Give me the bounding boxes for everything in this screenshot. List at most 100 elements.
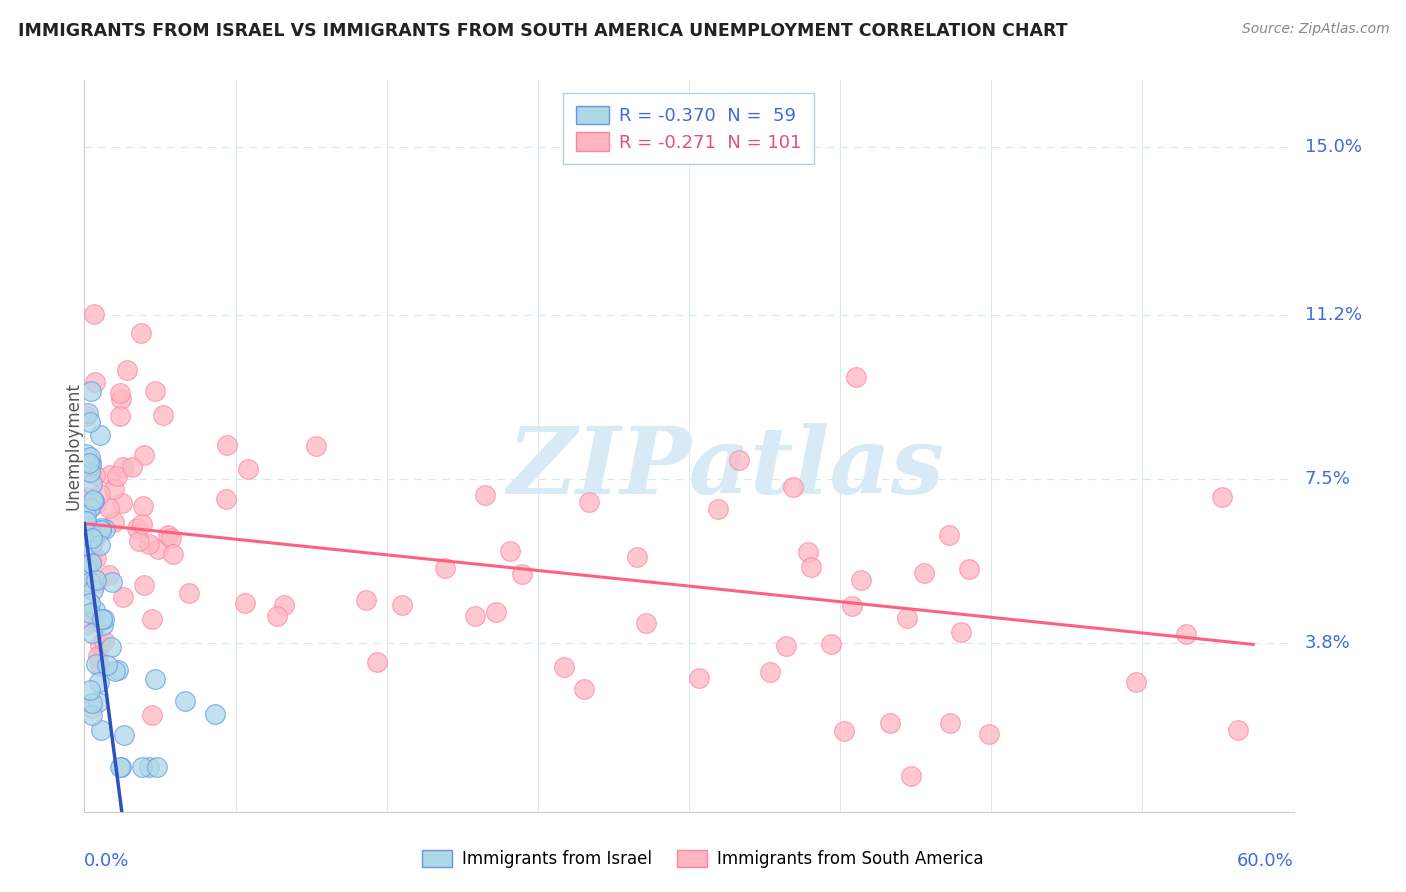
Point bbox=[94, 522, 117, 536]
Point bbox=[132, 499, 155, 513]
Point bbox=[75, 491, 97, 505]
Point bbox=[162, 547, 184, 561]
Point bbox=[143, 672, 166, 686]
Text: Source: ZipAtlas.com: Source: ZipAtlas.com bbox=[1241, 22, 1389, 37]
Point bbox=[841, 599, 863, 613]
Point bbox=[177, 586, 200, 600]
Point bbox=[121, 460, 143, 475]
Point bbox=[89, 638, 111, 652]
Point bbox=[84, 573, 107, 587]
Point bbox=[89, 538, 111, 552]
Point bbox=[83, 307, 105, 321]
Point bbox=[110, 760, 132, 774]
Legend: Immigrants from Israel, Immigrants from South America: Immigrants from Israel, Immigrants from … bbox=[416, 843, 990, 875]
Point bbox=[433, 561, 456, 575]
Point bbox=[236, 462, 259, 476]
Y-axis label: Unemployment: Unemployment bbox=[65, 382, 82, 510]
Point bbox=[75, 569, 97, 583]
Point bbox=[152, 409, 174, 423]
Point bbox=[84, 497, 107, 511]
Point bbox=[79, 501, 101, 516]
Point bbox=[98, 468, 121, 483]
Point bbox=[86, 575, 108, 590]
Point bbox=[148, 542, 170, 557]
Point bbox=[141, 707, 163, 722]
Text: ZIPatlas: ZIPatlas bbox=[506, 423, 943, 513]
Point bbox=[91, 612, 114, 626]
Point bbox=[76, 616, 98, 631]
Point bbox=[100, 640, 122, 655]
Point bbox=[84, 657, 107, 671]
Point bbox=[1227, 723, 1250, 738]
Text: 60.0%: 60.0% bbox=[1237, 852, 1294, 870]
Point bbox=[75, 409, 97, 424]
Point bbox=[80, 708, 103, 723]
Point bbox=[82, 583, 104, 598]
Point bbox=[112, 727, 135, 741]
Point bbox=[912, 566, 935, 580]
Point bbox=[79, 596, 101, 610]
Point bbox=[572, 682, 595, 697]
Point bbox=[79, 415, 101, 429]
Point bbox=[107, 663, 129, 677]
Point bbox=[82, 551, 104, 566]
Point bbox=[76, 538, 98, 552]
Point bbox=[75, 530, 97, 544]
Point bbox=[84, 528, 107, 542]
Point bbox=[87, 674, 110, 689]
Point bbox=[820, 637, 842, 651]
Point bbox=[77, 406, 100, 420]
Point bbox=[474, 488, 496, 502]
Point bbox=[138, 537, 160, 551]
Point bbox=[82, 537, 104, 551]
Point bbox=[89, 659, 111, 673]
Point bbox=[626, 550, 648, 565]
Point bbox=[76, 558, 98, 572]
Point bbox=[98, 500, 121, 515]
Point bbox=[233, 596, 256, 610]
Point bbox=[553, 659, 575, 673]
Point bbox=[103, 515, 125, 529]
Point bbox=[80, 531, 103, 545]
Point bbox=[79, 574, 101, 589]
Point bbox=[82, 696, 104, 710]
Point bbox=[80, 556, 103, 570]
Point bbox=[131, 760, 153, 774]
Text: 7.5%: 7.5% bbox=[1305, 470, 1351, 488]
Point bbox=[957, 562, 980, 576]
Point bbox=[79, 606, 101, 620]
Point bbox=[79, 524, 101, 538]
Point bbox=[273, 599, 295, 613]
Point bbox=[636, 616, 658, 631]
Text: IMMIGRANTS FROM ISRAEL VS IMMIGRANTS FROM SOUTH AMERICA UNEMPLOYMENT CORRELATION: IMMIGRANTS FROM ISRAEL VS IMMIGRANTS FRO… bbox=[18, 22, 1069, 40]
Point bbox=[706, 501, 728, 516]
Point bbox=[215, 491, 238, 506]
Point bbox=[1211, 490, 1233, 504]
Point bbox=[128, 534, 150, 549]
Point bbox=[110, 409, 132, 424]
Point bbox=[800, 559, 823, 574]
Point bbox=[1125, 674, 1147, 689]
Point bbox=[75, 536, 97, 550]
Point bbox=[112, 460, 135, 475]
Point bbox=[82, 626, 104, 640]
Point bbox=[93, 612, 115, 626]
Point bbox=[89, 428, 111, 442]
Point bbox=[83, 493, 105, 508]
Point bbox=[87, 614, 110, 628]
Point bbox=[366, 655, 388, 669]
Point bbox=[96, 657, 118, 672]
Point bbox=[87, 648, 110, 663]
Point bbox=[75, 514, 97, 528]
Point bbox=[900, 769, 922, 783]
Point bbox=[939, 715, 962, 730]
Point bbox=[879, 716, 901, 731]
Point bbox=[83, 467, 105, 482]
Point bbox=[111, 496, 134, 510]
Point bbox=[87, 695, 110, 709]
Point bbox=[977, 727, 1000, 741]
Point bbox=[215, 438, 238, 452]
Point bbox=[688, 671, 710, 685]
Point bbox=[796, 545, 818, 559]
Point bbox=[80, 533, 103, 548]
